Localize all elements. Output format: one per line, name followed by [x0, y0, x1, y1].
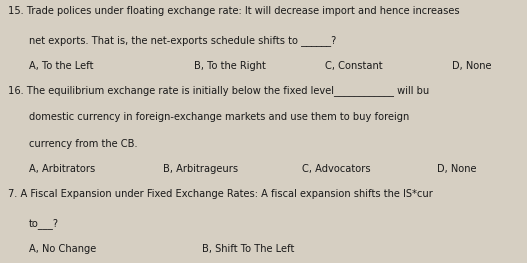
Text: 15. Trade polices under floating exchange rate: It will decrease import and henc: 15. Trade polices under floating exchang…: [8, 7, 460, 17]
Text: D, None: D, None: [436, 164, 476, 174]
Text: A, No Change: A, No Change: [28, 244, 96, 254]
Text: currency from the CB.: currency from the CB.: [28, 139, 137, 149]
Text: net exports. That is, the net-exports schedule shifts to ______?: net exports. That is, the net-exports sc…: [28, 35, 336, 46]
Text: A, Arbitrators: A, Arbitrators: [28, 164, 95, 174]
Text: B, Shift To The Left: B, Shift To The Left: [201, 244, 294, 254]
Text: B, Arbitrageurs: B, Arbitrageurs: [163, 164, 238, 174]
Text: to___?: to___?: [28, 218, 58, 229]
Text: C, Constant: C, Constant: [326, 61, 383, 71]
Text: C, Advocators: C, Advocators: [302, 164, 371, 174]
Text: B, To the Right: B, To the Right: [194, 61, 266, 71]
Text: 7. A Fiscal Expansion under Fixed Exchange Rates: A fiscal expansion shifts the : 7. A Fiscal Expansion under Fixed Exchan…: [8, 189, 433, 200]
Text: 16. The equilibrium exchange rate is initially below the fixed level____________: 16. The equilibrium exchange rate is ini…: [8, 85, 429, 96]
Text: A, To the Left: A, To the Left: [28, 61, 93, 71]
Text: D, None: D, None: [452, 61, 492, 71]
Text: domestic currency in foreign-exchange markets and use them to buy foreign: domestic currency in foreign-exchange ma…: [28, 112, 409, 122]
